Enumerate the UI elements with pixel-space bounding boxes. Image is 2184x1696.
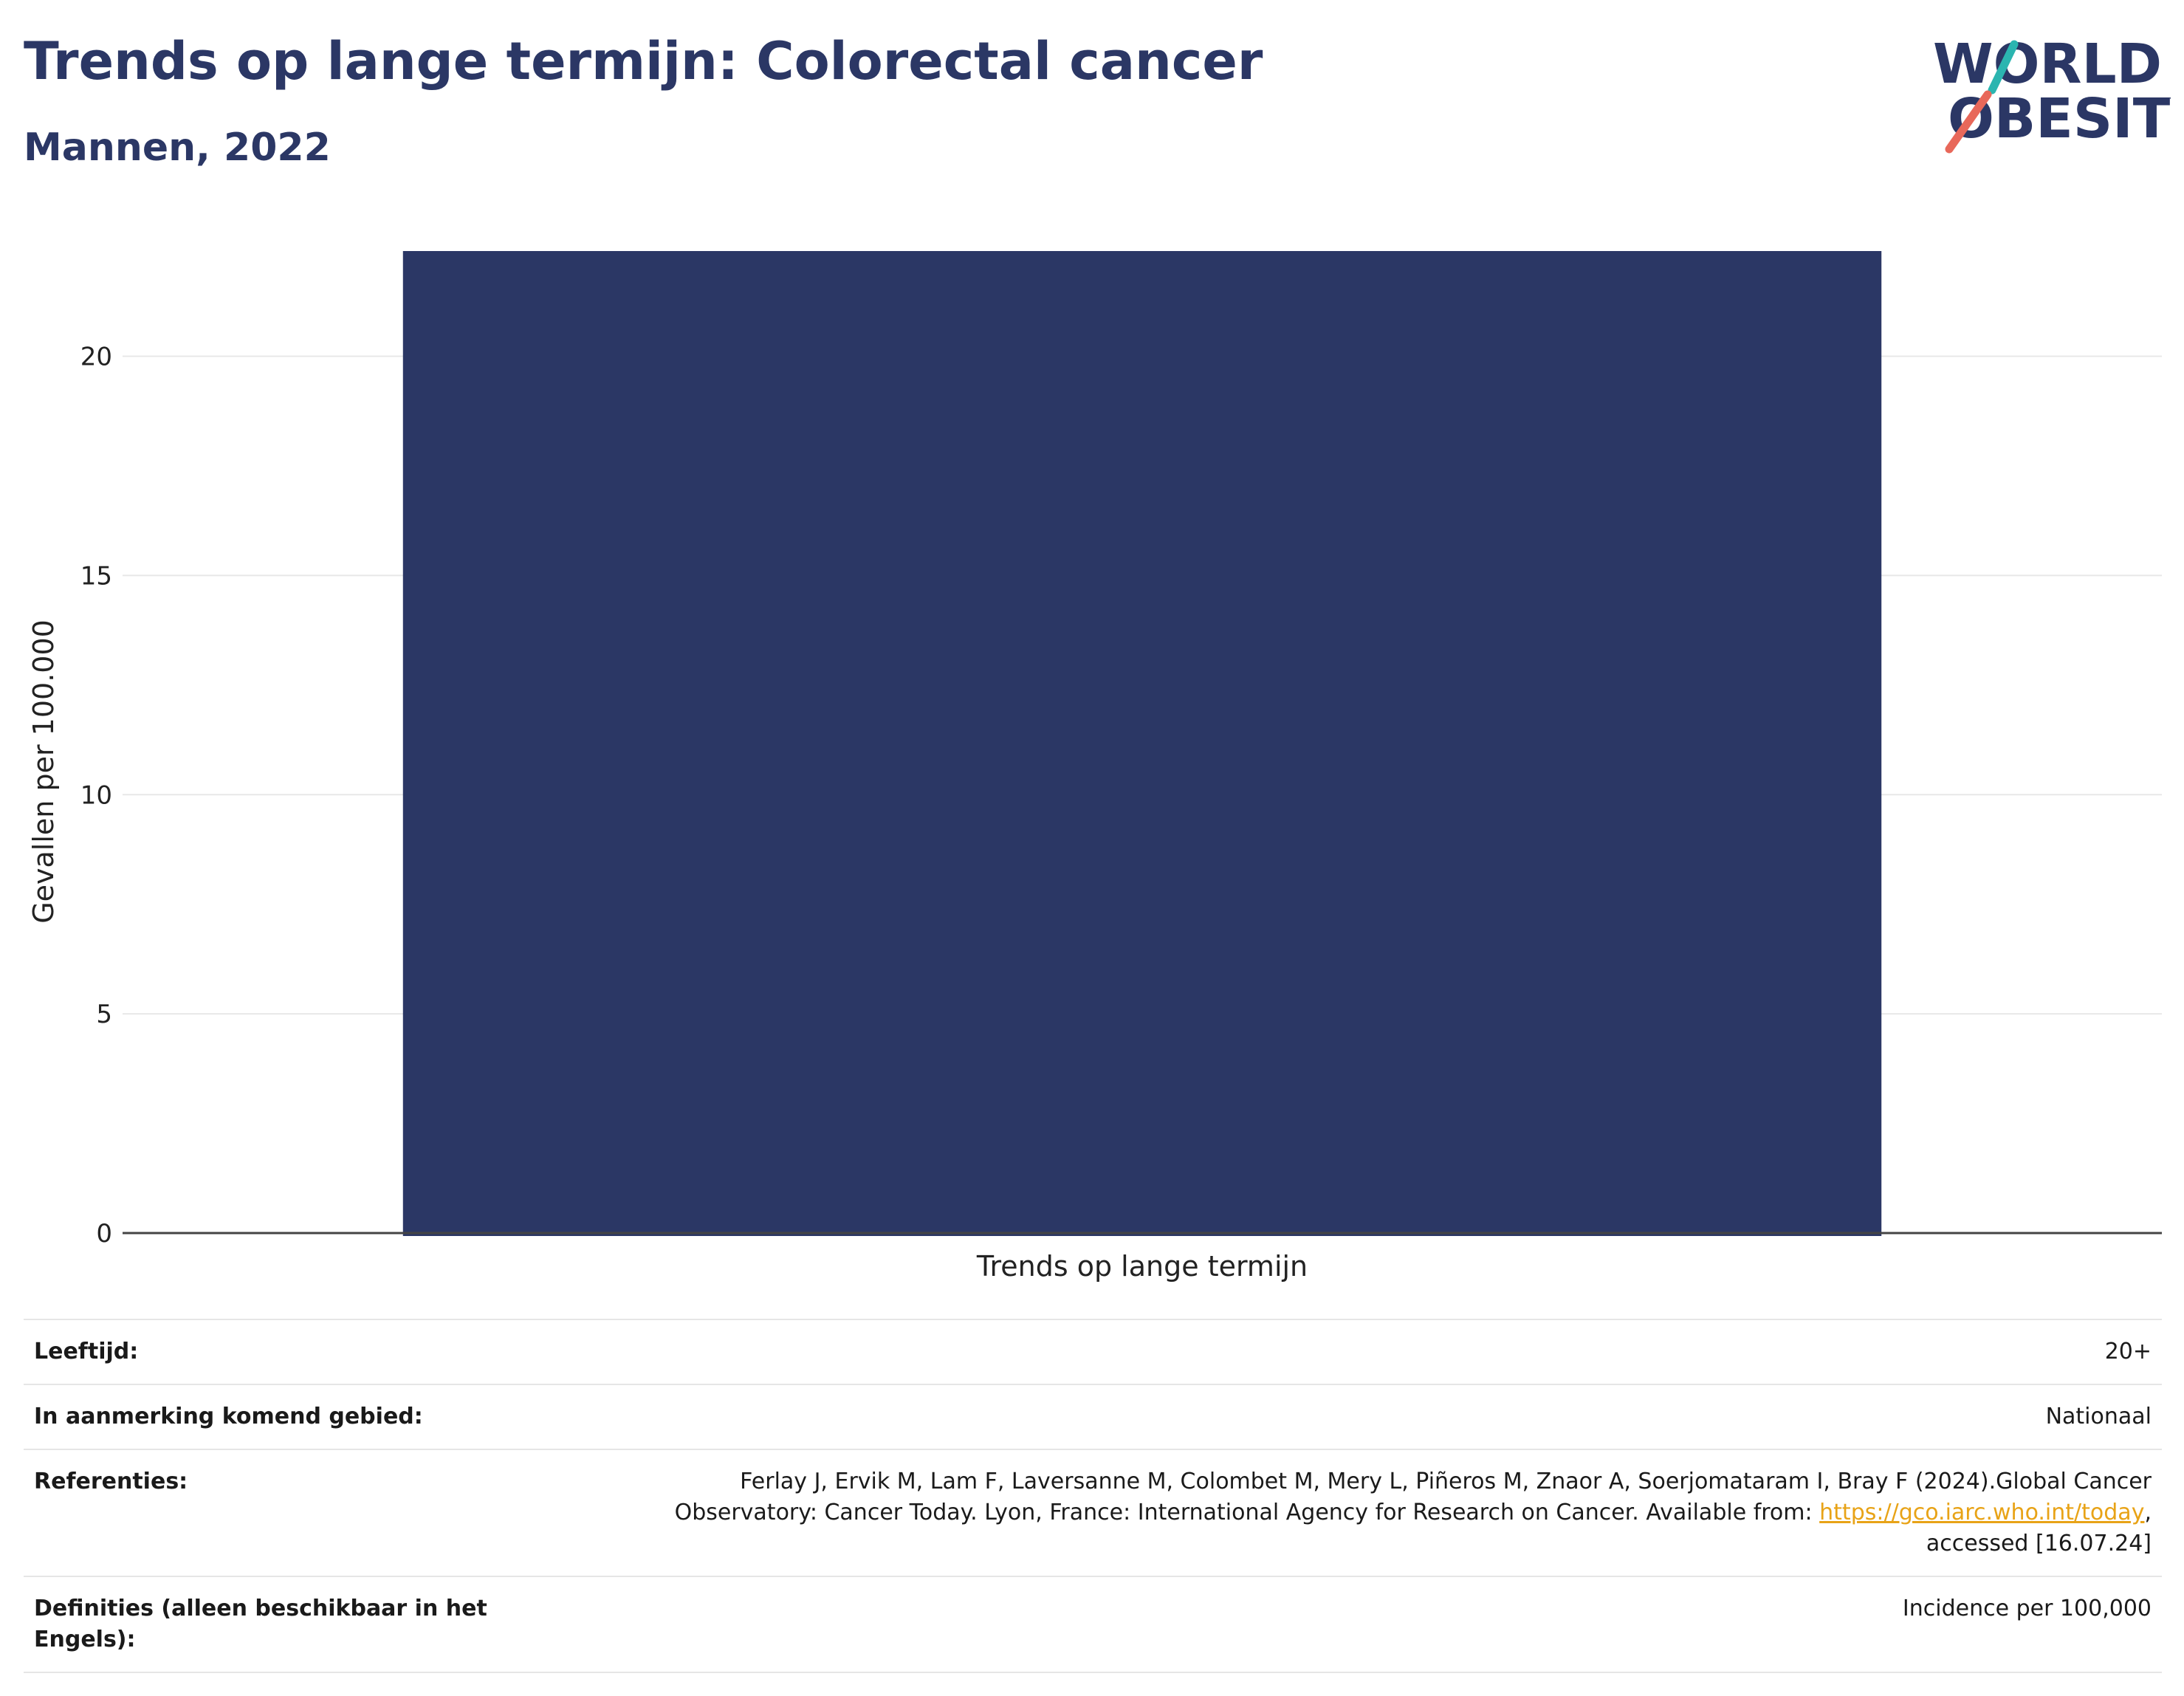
- info-label: In aanmerking komend gebied:: [34, 1404, 423, 1429]
- logo-slash-top: [1988, 40, 2019, 95]
- info-row-age: Leeftijd: 20+: [24, 1320, 2162, 1385]
- world-obesity-logo: WORLD OBESITY: [1933, 32, 2171, 154]
- info-label: Referenties:: [34, 1469, 188, 1494]
- info-value: 20+: [2104, 1339, 2152, 1364]
- page-title: Trends op lange termijn: Colorectal canc…: [24, 31, 1263, 92]
- reference-text: Ferlay J, Ervik M, Lam F, Laversanne M, …: [674, 1469, 2152, 1525]
- info-row-region: In aanmerking komend gebied: Nationaal: [24, 1385, 2162, 1450]
- y-tick-label: 0: [96, 1219, 112, 1249]
- info-value: Nationaal: [2045, 1404, 2152, 1429]
- info-row-definitions: Definities (alleen beschikbaar in het En…: [24, 1577, 2162, 1673]
- info-row-references: Referenties: Ferlay J, Ervik M, Lam F, L…: [24, 1450, 2162, 1577]
- y-tick-label: 10: [80, 780, 112, 810]
- page-subtitle: Mannen, 2022: [24, 126, 331, 170]
- info-value: Incidence per 100,000: [1902, 1596, 2152, 1621]
- reference-accessed: , accessed [16.07.24]: [1926, 1500, 2152, 1556]
- axes: 0 5 10 15 20 Trends op lange termijn: [80, 343, 2162, 1283]
- y-axis-title: Gevallen per 100.000: [27, 619, 60, 924]
- reference-link[interactable]: https://gco.iarc.who.int/today: [1819, 1500, 2145, 1525]
- y-tick-label: 20: [80, 343, 112, 372]
- bars: [402, 251, 1882, 1236]
- logo-slash-bottom: [1945, 90, 1992, 154]
- x-category-label: Trends op lange termijn: [976, 1250, 1308, 1283]
- bar-chart: 0 5 10 15 20 Trends op lange termijn Gevallen…: [27, 251, 2162, 1283]
- y-tick-label: 5: [96, 1000, 112, 1029]
- info-value: Ferlay J, Ervik M, Lam F, Laversanne M, …: [601, 1466, 2152, 1559]
- info-label: Definities (alleen beschikbaar in het En…: [34, 1596, 487, 1652]
- bar: [402, 251, 1882, 1236]
- logo-line-1: WORLD: [1933, 32, 2162, 96]
- info-table: Leeftijd: 20+ In aanmerking komend gebie…: [24, 1319, 2162, 1673]
- info-label: Leeftijd:: [34, 1339, 139, 1364]
- y-tick-label: 15: [80, 561, 112, 591]
